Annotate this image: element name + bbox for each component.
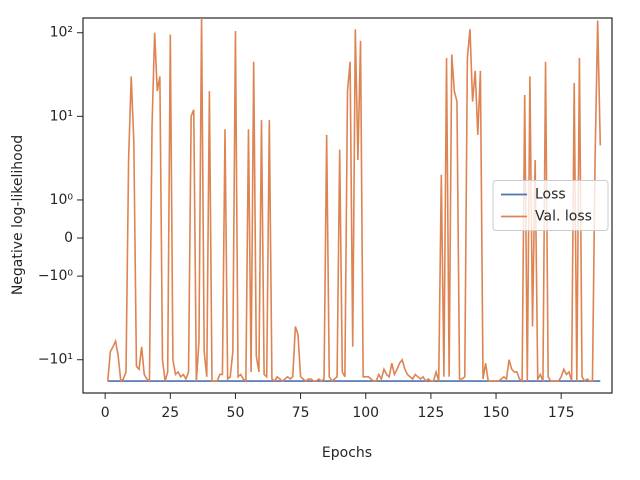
x-tick-label: 175 — [548, 405, 575, 421]
series-line — [106, 17, 602, 383]
x-tick-label: 50 — [227, 405, 245, 421]
y-tick-label: 10⁰ — [50, 192, 74, 208]
y-tick-label: −10¹ — [38, 352, 73, 368]
x-tick-label: 125 — [418, 405, 445, 421]
x-tick-label: 150 — [483, 405, 510, 421]
axes-frame — [82, 17, 613, 394]
x-axis-label: Epochs — [322, 445, 372, 461]
y-tick-label: 10¹ — [50, 108, 73, 124]
x-tick-label: 25 — [161, 405, 179, 421]
x-tick-label: 100 — [352, 405, 379, 421]
x-tick-label: 0 — [101, 405, 110, 421]
x-tick-label: 75 — [292, 405, 310, 421]
legend-box — [492, 180, 609, 231]
y-tick-label: −10⁰ — [38, 268, 74, 284]
y-axis-label: Negative log-likelihood — [10, 135, 26, 295]
legend-label: Loss — [535, 187, 566, 203]
y-tick-label: 0 — [64, 230, 73, 246]
legend-label: Val. loss — [535, 209, 592, 225]
y-tick-label: 10² — [50, 25, 73, 41]
